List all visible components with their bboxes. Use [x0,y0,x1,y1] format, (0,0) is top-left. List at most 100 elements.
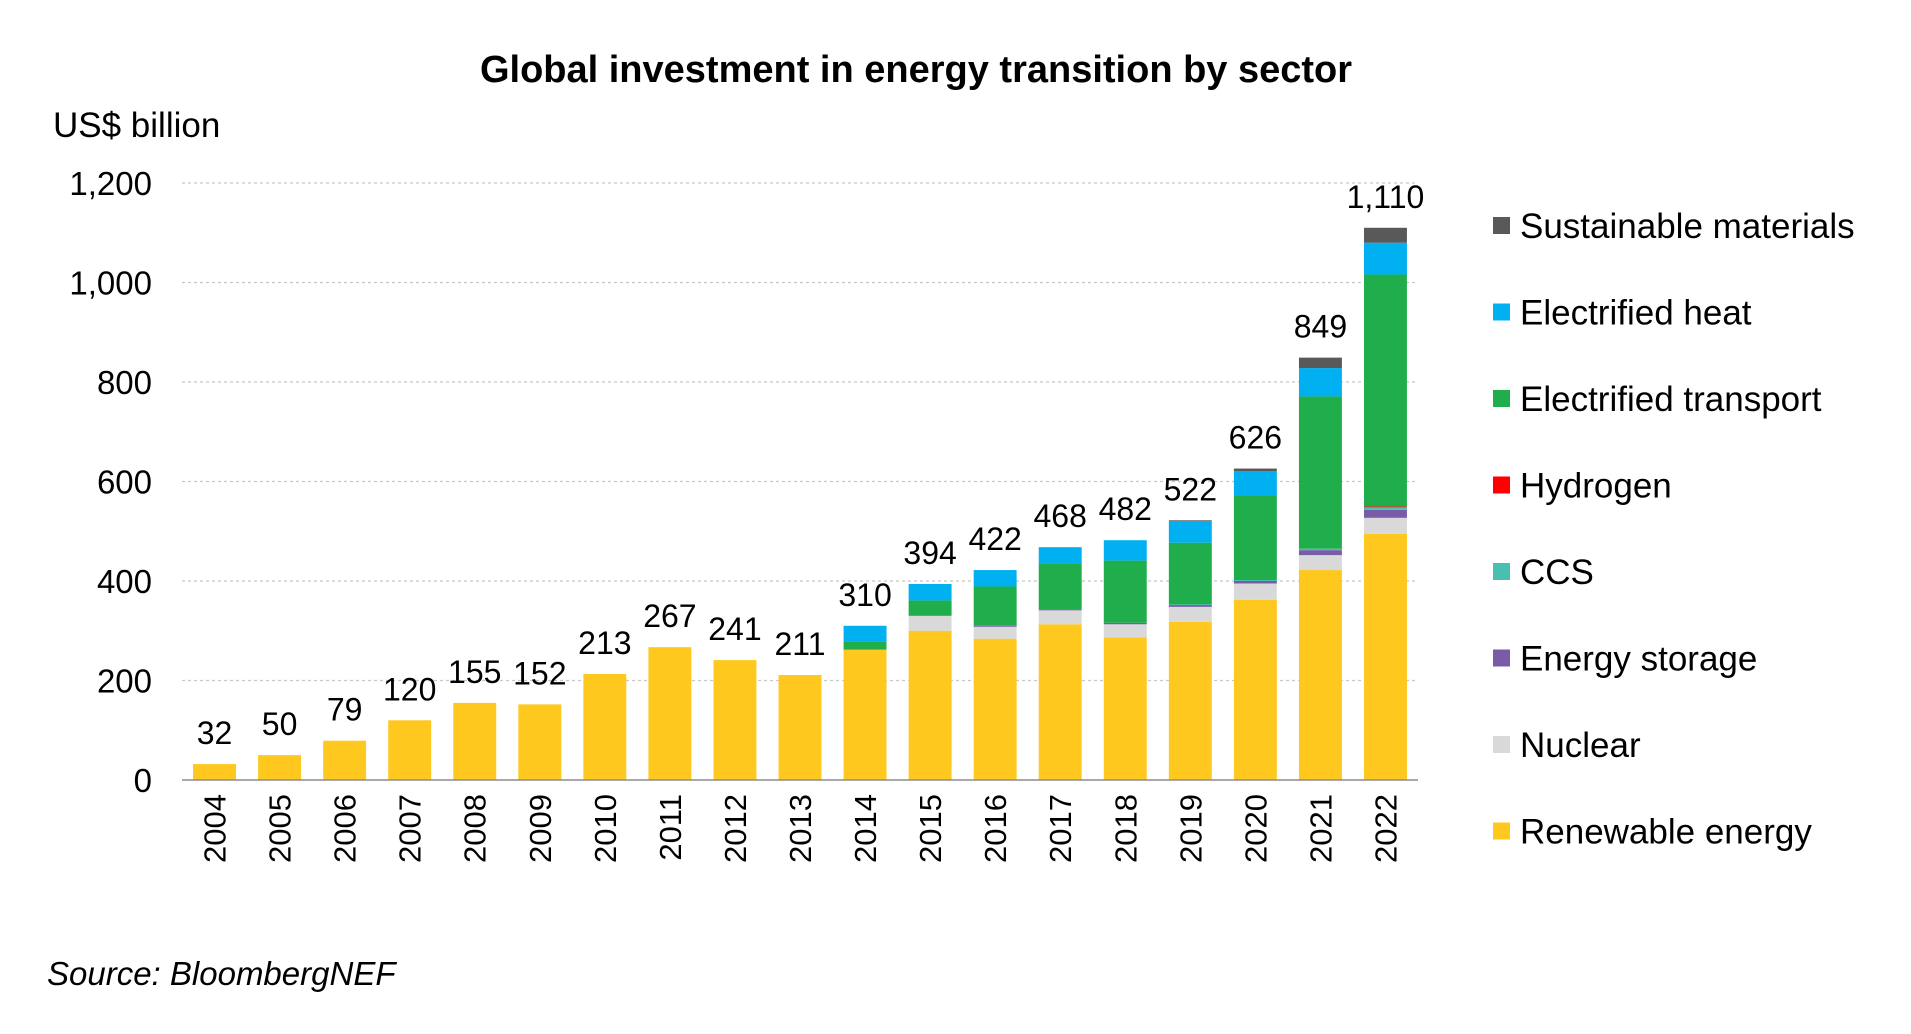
total-label: 211 [774,626,825,662]
bar-stack-2021 [1298,357,1342,780]
bar-segment-renewable-energy [908,630,952,780]
x-tick-label: 2010 [588,794,623,863]
x-tick-label: 2007 [393,794,428,863]
x-tick-label: 2006 [328,794,363,863]
x-axis-ticks: 2004 2005 2006 2007 2008 2009 2010 2011 2012 2013… [198,794,1404,863]
x-tick-label: 2022 [1368,794,1403,863]
legend: Sustainable materials Electrified heat Ele… [1493,207,1855,852]
bar-segment-renewable-energy [648,647,692,780]
bar-segment-ccs [1168,604,1212,606]
legend-item-renewable-energy: Renewable energy [1493,813,1812,852]
bar-segment-electrified-heat [1298,368,1342,397]
legend-swatch [1493,563,1510,580]
y-tick-label: 800 [97,364,152,401]
bar-segment-electrified-transport [1168,542,1212,605]
bar-segment-nuclear [1168,606,1212,622]
bar-stack-2009 [518,704,562,780]
bar-segment-electrified-heat [1103,540,1147,561]
bar-segment-energy-storage [1364,509,1407,518]
bar-stack-2005 [258,755,302,780]
bar-segment-energy-storage [1168,604,1212,607]
total-label: 79 [327,692,363,728]
bar-segment-nuclear [1103,624,1147,638]
bar-segment-sustainable-materials [1298,357,1342,369]
x-tick-label: 2020 [1238,794,1273,863]
bar-segment-renewable-energy [1364,533,1407,780]
legend-item-sustainable-materials: Sustainable materials [1493,207,1855,246]
source-note: Source: BloombergNEF [47,955,397,992]
total-label: 152 [513,655,566,691]
bar-segment-ccs [1364,506,1407,510]
bar-segment-renewable-energy [1233,599,1277,780]
bar-segment-electrified-transport [1038,563,1082,610]
legend-swatch [1493,736,1510,753]
legend-label: Energy storage [1520,640,1757,679]
bar-segment-nuclear [1364,517,1407,534]
total-label: 213 [578,625,631,661]
bar-segment-renewable-energy [843,649,887,780]
bar-segment-renewable-energy [258,755,302,780]
x-tick-label: 2017 [1043,794,1078,863]
legend-swatch [1493,822,1510,840]
bar-segment-electrified-transport [1233,495,1277,581]
bar-segment-nuclear [908,615,952,631]
legend-swatch [1493,303,1510,321]
y-tick-label: 200 [97,663,152,700]
bar-segment-electrified-heat [1038,547,1082,564]
total-label: 310 [838,577,891,613]
y-tick-label: 0 [134,762,152,799]
bar-segment-electrified-transport [843,641,887,650]
x-tick-label: 2011 [653,794,688,861]
x-tick-label: 2021 [1303,794,1338,863]
total-label: 32 [197,715,233,751]
legend-label: Nuclear [1520,726,1641,765]
bar-segment-nuclear [1233,583,1277,600]
x-tick-label: 2004 [198,794,233,863]
bar-segment-energy-storage [1038,609,1082,611]
total-label: 267 [643,598,696,634]
bar-segment-nuclear [1298,555,1342,571]
bars [193,227,1407,780]
legend-label: Sustainable materials [1520,207,1855,246]
bar-segment-renewable-energy [193,764,236,780]
bar-stack-2012 [713,660,757,780]
total-label: 482 [1099,491,1152,527]
bar-segment-renewable-energy [973,638,1017,780]
bar-segment-renewable-energy [583,674,627,780]
x-tick-label: 2018 [1108,794,1143,863]
bar-segment-electrified-transport [1364,274,1407,507]
total-label: 1,110 [1347,179,1425,215]
bar-stack-2007 [388,720,432,780]
bar-segment-electrified-heat [973,570,1017,587]
bar-segment-renewable-energy [453,702,497,780]
bar-segment-energy-storage [973,625,1017,627]
bar-segment-electrified-transport [908,600,952,616]
bar-segment-renewable-energy [1038,624,1082,780]
x-tick-label: 2014 [848,794,883,863]
bar-stack-2018 [1103,540,1147,780]
total-label: 626 [1229,420,1282,456]
legend-item-nuclear: Nuclear [1493,726,1641,765]
y-axis-ticks: 0 200 400 600 800 1,000 1,200 [69,165,152,799]
legend-label: Electrified transport [1520,380,1822,419]
legend-item-ccs: CCS [1493,553,1594,592]
legend-item-energy-storage: Energy storage [1493,640,1757,679]
bar-stack-2017 [1038,547,1082,780]
total-label: 849 [1294,309,1347,345]
total-labels: 32 50 79 120 155 152 213 267 241 211 310 394 422 468 4… [197,179,1425,751]
legend-swatch [1493,390,1510,407]
legend-label: CCS [1520,553,1594,592]
x-tick-label: 2005 [263,794,298,863]
bar-stack-2020 [1233,468,1277,780]
bar-stack-2004 [193,764,236,780]
y-tick-label: 1,000 [69,265,152,302]
bar-stack-2014 [843,625,887,780]
bar-segment-renewable-energy [713,660,757,780]
total-label: 422 [968,521,1021,557]
bar-segment-electrified-heat [843,625,887,642]
total-label: 120 [383,671,436,707]
x-tick-label: 2015 [913,794,948,863]
bar-segment-renewable-energy [388,720,432,780]
